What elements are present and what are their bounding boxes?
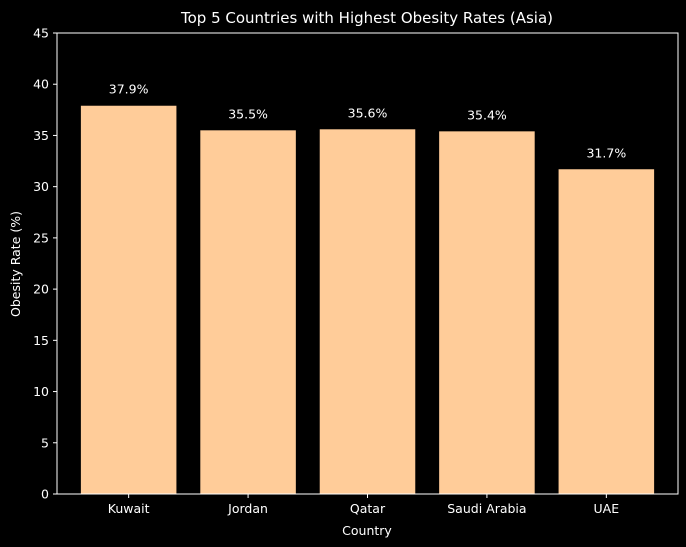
- y-tick-label: 15: [33, 333, 49, 348]
- x-tick-label: Saudi Arabia: [447, 501, 526, 516]
- y-tick-label: 5: [41, 435, 49, 450]
- chart-title: Top 5 Countries with Highest Obesity Rat…: [180, 9, 553, 27]
- y-tick-label: 25: [33, 230, 49, 245]
- y-tick-label: 0: [41, 487, 49, 502]
- bar-uae: [558, 169, 655, 495]
- x-tick-label: UAE: [594, 501, 620, 516]
- value-label-saudi-arabia: 35.4%: [467, 107, 507, 122]
- x-axis-label: Country: [342, 523, 392, 538]
- x-tick-label: Kuwait: [108, 501, 150, 516]
- y-tick-label: 40: [33, 77, 49, 92]
- value-label-kuwait: 37.9%: [109, 82, 149, 97]
- x-ticks-group: Kuwait Jordan Qatar Saudi Arabia UAE: [108, 494, 619, 516]
- x-tick-label: Qatar: [350, 501, 386, 516]
- y-tick-label: 45: [33, 26, 49, 41]
- y-ticks-group: 0 5 10 15 20 25 30 35 40 45: [33, 26, 57, 502]
- y-tick-label: 20: [33, 282, 49, 297]
- value-label-qatar: 35.6%: [348, 105, 388, 120]
- bar-qatar: [319, 129, 416, 494]
- value-label-uae: 31.7%: [586, 145, 626, 160]
- x-tick-label: Jordan: [227, 501, 268, 516]
- value-label-jordan: 35.5%: [228, 106, 268, 121]
- y-tick-label: 10: [33, 384, 49, 399]
- value-labels-group: 37.9% 35.5% 35.6% 35.4% 31.7%: [109, 82, 627, 161]
- y-tick-label: 35: [33, 128, 49, 143]
- y-axis-label: Obesity Rate (%): [8, 211, 23, 317]
- y-tick-label: 30: [33, 179, 49, 194]
- bar-kuwait: [80, 105, 177, 494]
- bar-jordan: [200, 130, 296, 495]
- bar-saudi-arabia: [439, 131, 535, 494]
- bars-group: [80, 105, 655, 495]
